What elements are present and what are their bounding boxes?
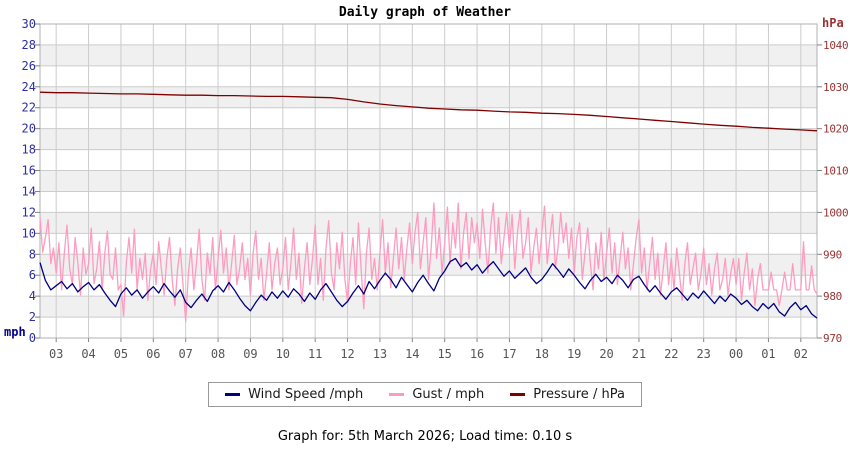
legend-item-wind-speed: Wind Speed /mph bbox=[225, 387, 363, 402]
x-axis-tick-label: 00 bbox=[729, 347, 743, 361]
y-left-tick-label: 0 bbox=[29, 331, 36, 345]
x-axis-tick-label: 17 bbox=[502, 347, 516, 361]
plot-band bbox=[40, 170, 817, 192]
gust-line-swatch bbox=[389, 393, 405, 396]
y-right-tick-label: 970 bbox=[823, 332, 842, 345]
x-axis-tick-label: 11 bbox=[308, 347, 322, 361]
series-line-pressure bbox=[39, 91, 818, 132]
x-axis-tick-label: 05 bbox=[114, 347, 128, 361]
y-left-tick-label: 6 bbox=[29, 268, 36, 282]
plot-band bbox=[40, 86, 817, 108]
plot-border bbox=[39, 23, 818, 339]
chart-title: Daily graph of Weather bbox=[338, 5, 512, 20]
y-left-tick-label: 10 bbox=[22, 226, 36, 240]
y-right-tick-label: 980 bbox=[823, 290, 842, 303]
plot-band bbox=[40, 212, 817, 234]
x-axis-tick-label: 14 bbox=[405, 347, 419, 361]
graph-caption: Graph for: 5th March 2026; Load time: 0.… bbox=[277, 429, 573, 444]
chart-legend: Wind Speed /mph Gust / mph Pressure / hP… bbox=[208, 382, 642, 407]
x-axis-tick-label: 22 bbox=[664, 347, 678, 361]
y-left-tick-label: 24 bbox=[22, 80, 36, 94]
legend-wrapper: Wind Speed /mph Gust / mph Pressure / hP… bbox=[0, 382, 850, 407]
plot-band bbox=[40, 128, 817, 150]
legend-item-gust: Gust / mph bbox=[389, 387, 484, 402]
y-right-tick-label: 1020 bbox=[823, 123, 848, 136]
legend-item-pressure: Pressure / hPa bbox=[510, 387, 625, 402]
right-axis-unit-label: hPa bbox=[822, 16, 844, 30]
series-line-gust bbox=[39, 202, 818, 322]
x-axis-tick-label: 12 bbox=[340, 347, 354, 361]
y-left-tick-label: 8 bbox=[29, 247, 36, 261]
x-axis-tick-label: 01 bbox=[761, 347, 775, 361]
y-left-tick-label: 12 bbox=[22, 205, 36, 219]
x-axis-tick-label: 15 bbox=[437, 347, 451, 361]
plot-band bbox=[40, 44, 817, 66]
legend-label-wind-speed: Wind Speed /mph bbox=[248, 387, 364, 402]
series-line-wind-speed bbox=[39, 257, 818, 319]
x-axis-tick-label: 08 bbox=[211, 347, 225, 361]
x-axis-tick-label: 18 bbox=[535, 347, 549, 361]
x-axis-tick-label: 06 bbox=[146, 347, 160, 361]
plot-band bbox=[40, 296, 817, 318]
x-axis-tick-label: 09 bbox=[243, 347, 257, 361]
y-left-tick-label: 26 bbox=[22, 59, 36, 73]
x-axis-tick-label: 20 bbox=[599, 347, 613, 361]
pressure-line-swatch bbox=[510, 393, 526, 396]
left-axis-unit-label: mph bbox=[4, 325, 26, 339]
y-left-tick-label: 22 bbox=[22, 101, 36, 115]
y-right-tick-label: 1030 bbox=[823, 81, 848, 94]
y-left-tick-label: 20 bbox=[22, 122, 36, 136]
y-left-tick-label: 18 bbox=[22, 143, 36, 157]
x-axis-tick-label: 23 bbox=[696, 347, 710, 361]
x-axis-tick-label: 07 bbox=[178, 347, 192, 361]
y-right-tick-label: 990 bbox=[823, 248, 842, 261]
weather-chart-plot: 03 04 05 06 07 08 09 10 11 12 13 14 15 16 17 18 19 20 21 22… bbox=[22, 17, 849, 361]
x-axis-tick-label: 10 bbox=[276, 347, 290, 361]
x-axis-tick-label: 03 bbox=[49, 347, 63, 361]
y-left-tick-label: 30 bbox=[22, 17, 36, 31]
y-right-tick-label: 1040 bbox=[823, 39, 848, 52]
y-left-tick-label: 14 bbox=[22, 184, 36, 198]
x-axis-tick-label: 19 bbox=[567, 347, 581, 361]
legend-label-gust: Gust / mph bbox=[412, 387, 485, 402]
y-right-tick-label: 1000 bbox=[823, 206, 848, 219]
legend-label-pressure: Pressure / hPa bbox=[533, 387, 625, 402]
x-axis-tick-label: 21 bbox=[632, 347, 646, 361]
y-right-tick-label: 1010 bbox=[823, 165, 848, 178]
x-axis-tick-label: 02 bbox=[794, 347, 808, 361]
y-left-tick-label: 4 bbox=[29, 289, 36, 303]
x-axis-tick-label: 04 bbox=[81, 347, 95, 361]
wind-speed-line-swatch bbox=[225, 393, 241, 396]
y-left-tick-label: 16 bbox=[22, 164, 36, 178]
y-left-tick-label: 2 bbox=[29, 310, 36, 324]
y-left-tick-label: 28 bbox=[22, 38, 36, 52]
x-axis-tick-label: 16 bbox=[470, 347, 484, 361]
x-axis-tick-label: 13 bbox=[373, 347, 387, 361]
